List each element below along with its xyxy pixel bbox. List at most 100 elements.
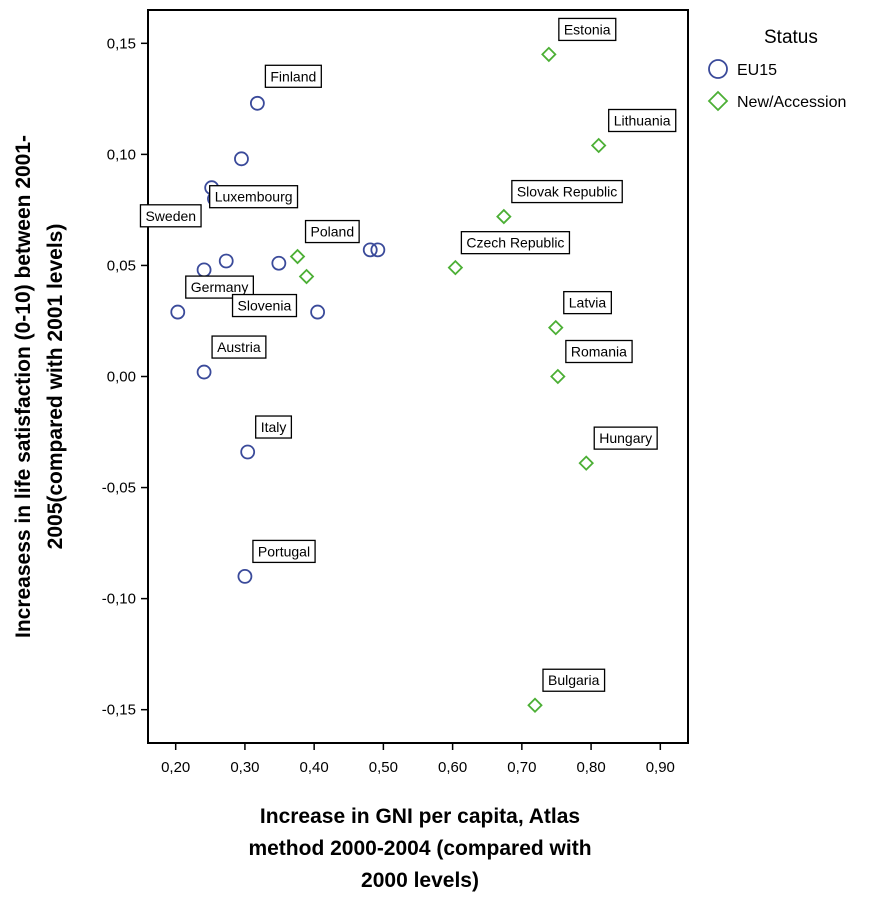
point-label-luxembourg: Luxembourg: [209, 185, 299, 209]
x-axis-title-line: Increase in GNI per capita, Atlas: [260, 805, 580, 828]
point-eu15-germany: [170, 304, 186, 320]
point-label-text: Hungary: [599, 430, 652, 446]
x-tick-label: 0,70: [507, 759, 536, 776]
point-label-sweden: Sweden: [139, 204, 202, 228]
point-new-accession-bulgaria: [527, 697, 543, 714]
point-label-czech-republic: Czech Republic: [460, 231, 571, 255]
point-eu15: [370, 242, 386, 258]
x-axis-title: Increase in GNI per capita, Atlas method …: [248, 805, 591, 892]
point-label-box: [558, 17, 617, 42]
point-new-accession-lithuania: [590, 137, 607, 154]
point-eu15: [234, 151, 249, 167]
point-label-text: Germany: [191, 279, 249, 295]
point-label-text: Romania: [571, 344, 627, 360]
y-tick-label: 0,00: [107, 369, 136, 386]
point-label-box: [139, 204, 202, 228]
point-eu15-finland: [249, 95, 265, 111]
point-label-text: Poland: [311, 224, 355, 240]
point-new-accession-poland: [289, 248, 306, 265]
x-axis-title-line: 2000 levels): [361, 869, 479, 892]
y-axis-title-line: Increasess in life satisfaction (0-10) b…: [12, 135, 35, 638]
point-label-box: [565, 339, 633, 364]
y-axis-title-line: 2005(compared with 2001 levels): [44, 224, 67, 550]
legend-entry-eu15: EU15: [737, 62, 777, 79]
point-label-italy: Italy: [255, 415, 293, 439]
legend-title: Status: [764, 27, 818, 48]
point-label-box: [304, 219, 360, 244]
point-eu15: [218, 253, 234, 269]
x-tick-label: 0,30: [230, 759, 259, 776]
point-labels: Finland Luxembourg Sweden Germany Austria Ita…: [139, 17, 677, 692]
y-tick-label: 0,05: [107, 257, 136, 274]
x-axis-title-line: method 2000-2004 (compared with: [248, 837, 591, 860]
point-eu15: [362, 242, 378, 258]
point-eu15-austria: [196, 364, 212, 380]
point-label-box: [211, 335, 267, 359]
legend-marker-eu15: [708, 59, 728, 79]
point-eu15: [271, 255, 287, 271]
point-label-box: [252, 539, 316, 564]
point-label-lithuania: Lithuania: [608, 108, 677, 133]
point-new-accession-latvia: [547, 319, 564, 336]
legend-entry-new-accession: New/Accession: [737, 94, 846, 111]
point-label-text: Finland: [270, 68, 316, 84]
y-tick-label: 0,10: [107, 146, 136, 163]
point-label-box: [563, 290, 612, 315]
point-label-bulgaria: Bulgaria: [542, 668, 606, 692]
point-label-text: Lithuania: [614, 112, 671, 128]
data-points: [170, 46, 607, 714]
x-tick-label: 0,80: [576, 759, 605, 776]
point-label-text: Estonia: [564, 21, 611, 37]
point-label-box: [593, 426, 658, 450]
point-label-text: Slovak Republic: [517, 184, 617, 200]
point-label-poland: Poland: [304, 219, 360, 244]
point-label-box: [185, 275, 254, 299]
point-label-hungary: Hungary: [593, 426, 658, 450]
point-label-slovak-republic: Slovak Republic: [511, 179, 623, 204]
point-label-portugal: Portugal: [252, 539, 316, 564]
point-label-austria: Austria: [211, 335, 267, 359]
point-label-text: Austria: [217, 339, 261, 355]
point-new-accession-hungary: [578, 455, 595, 471]
point-label-latvia: Latvia: [563, 290, 612, 315]
point-label-romania: Romania: [565, 339, 633, 364]
point-new-accession-czech-republic: [447, 259, 464, 276]
point-new-accession-slovenia: [298, 268, 315, 285]
point-label-finland: Finland: [264, 64, 322, 88]
point-label-box: [255, 415, 293, 439]
y-tick-label: -0,15: [102, 702, 136, 719]
x-axis: 0,20 0,30 0,40 0,50 0,60 0,70 0,80 0,90: [161, 743, 675, 776]
y-tick-label: -0,05: [102, 480, 136, 497]
point-label-text: Czech Republic: [466, 235, 564, 251]
point-label-estonia: Estonia: [558, 17, 617, 42]
x-tick-label: 0,90: [646, 759, 675, 776]
point-label-text: Bulgaria: [548, 672, 600, 688]
point-label-box: [264, 64, 322, 88]
x-tick-label: 0,40: [300, 759, 329, 776]
x-tick-label: 0,50: [369, 759, 398, 776]
y-tick-label: -0,10: [102, 591, 136, 608]
point-label-text: Sweden: [145, 208, 196, 224]
point-label-box: [460, 231, 571, 255]
point-label-text: Latvia: [569, 295, 607, 311]
point-label-slovenia: Slovenia: [231, 293, 298, 318]
x-tick-label: 0,20: [161, 759, 190, 776]
point-label-germany: Germany: [185, 275, 254, 299]
point-label-box: [209, 185, 299, 209]
point-new-accession-estonia: [541, 46, 557, 63]
point-new-accession-slovak-republic: [496, 208, 512, 225]
point-label-box: [608, 108, 677, 133]
point-label-box: [231, 293, 298, 318]
point-new-accession-romania: [550, 368, 566, 385]
y-axis: 0,15 0,10 0,05 0,00 -0,05 -0,10 -0,15: [102, 35, 148, 719]
x-tick-label: 0,60: [438, 759, 467, 776]
point-label-text: Portugal: [258, 543, 310, 559]
legend: Status EU15 New/Accession: [707, 27, 846, 112]
y-axis-title: Increasess in life satisfaction (0-10) b…: [12, 135, 67, 638]
point-eu15-italy: [240, 444, 256, 460]
point-label-text: Italy: [261, 419, 287, 435]
y-tick-label: 0,15: [107, 35, 136, 52]
point-eu15: [196, 262, 212, 278]
point-label-box: [542, 668, 606, 692]
